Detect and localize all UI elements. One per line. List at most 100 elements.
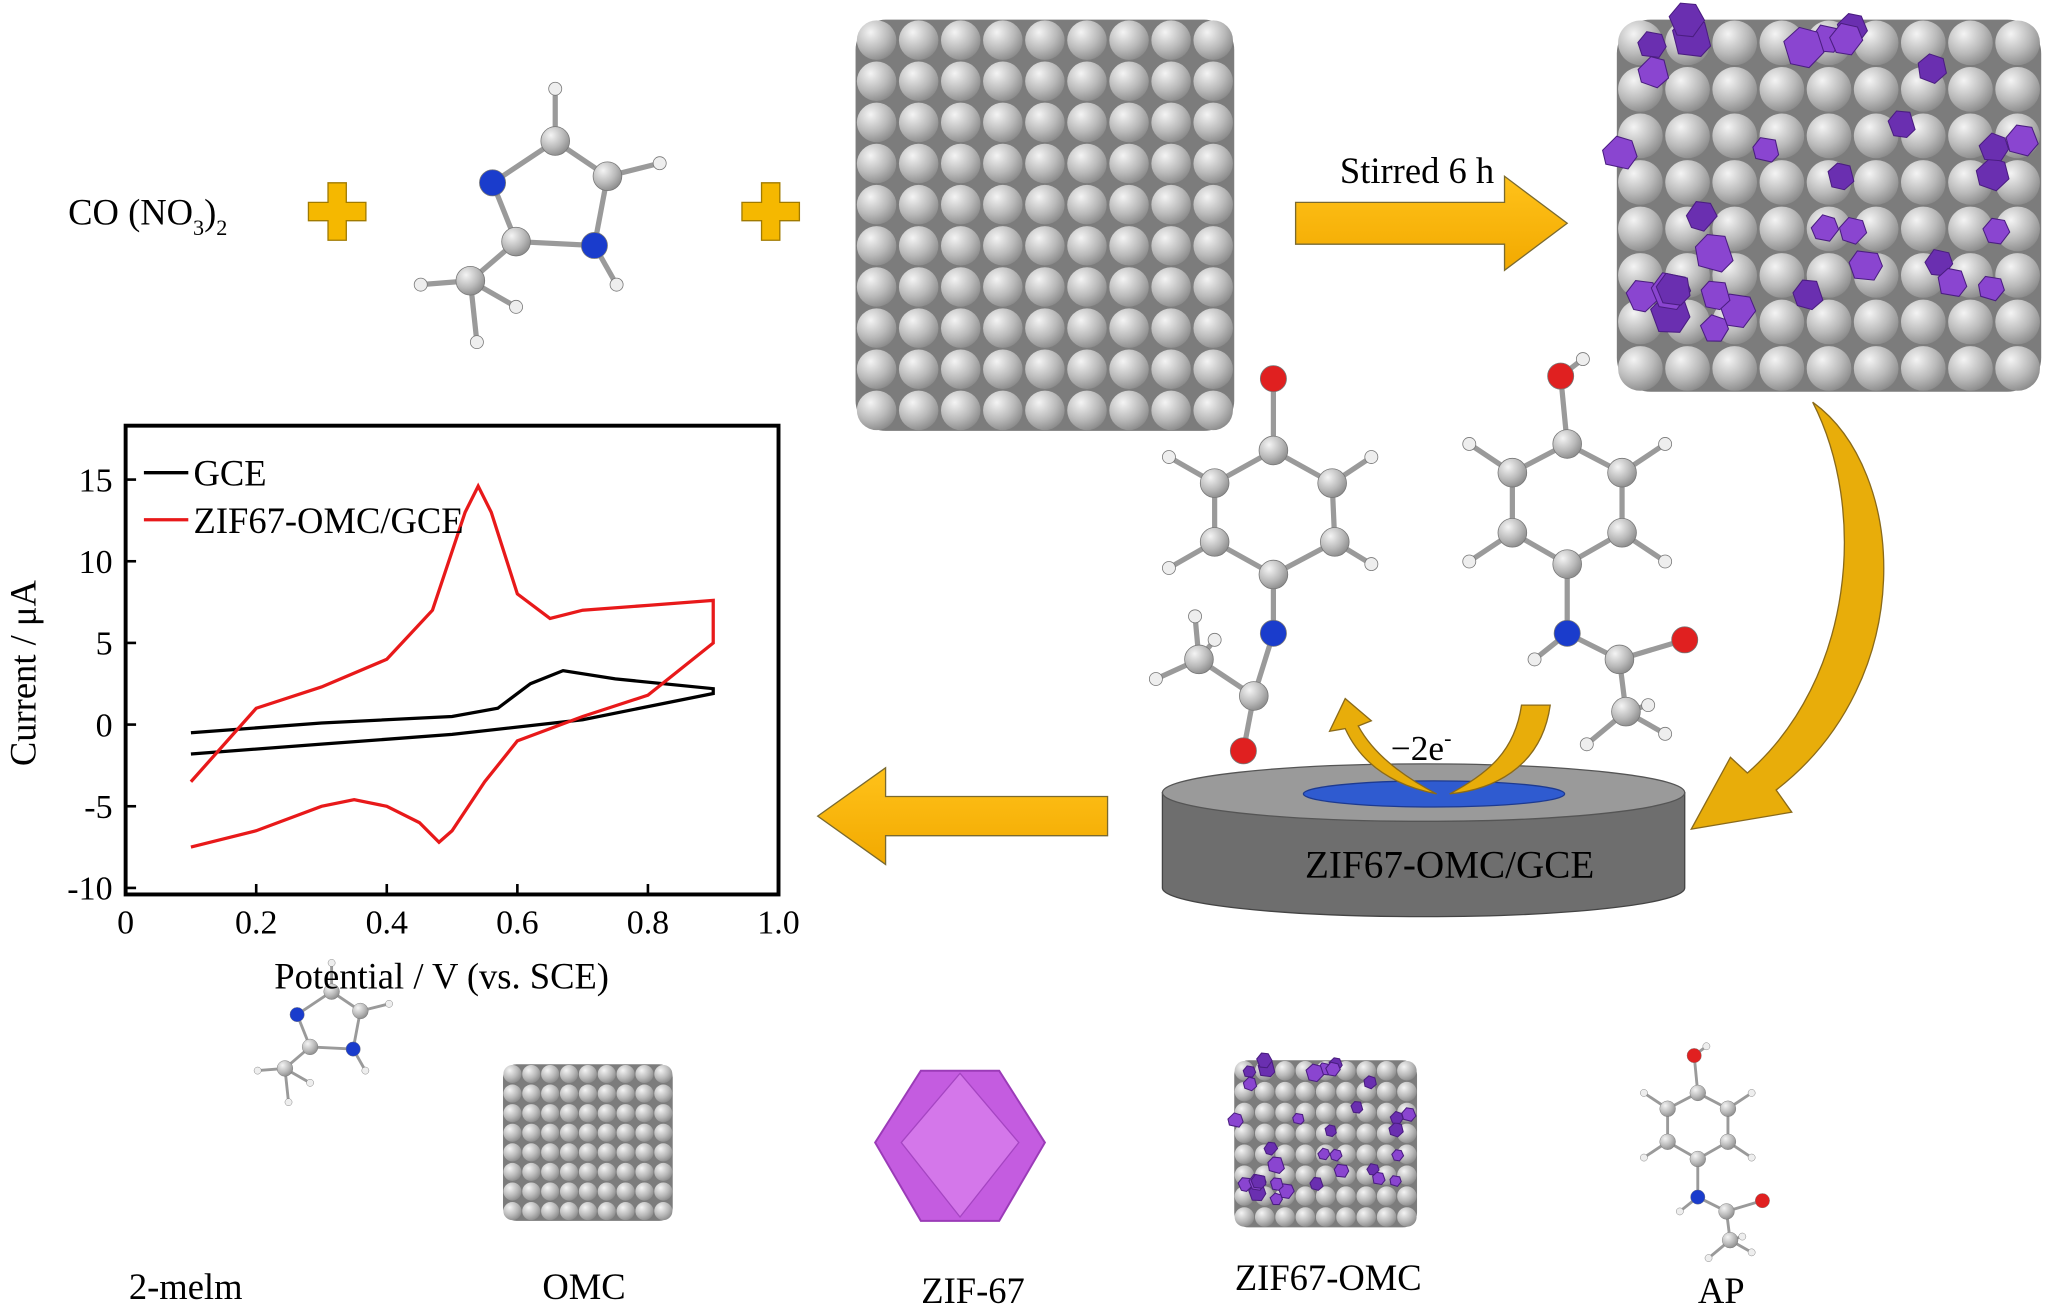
atom [1659,1100,1676,1117]
cv-curve [190,668,715,756]
sphere [1618,346,1663,391]
zif-crystal [1978,132,2010,162]
sphere [983,184,1023,225]
x-axis-label: Potential / V (vs. SCE) [274,955,609,996]
sphere [1275,1102,1295,1123]
sphere [597,1162,616,1181]
zif-crystal [1292,1112,1305,1125]
zif-crystal [1625,280,1660,313]
sphere [1397,1165,1417,1185]
sphere [654,1143,673,1162]
sphere [1376,1081,1397,1102]
legend-label: GCE [194,453,267,494]
sphere [1336,1207,1356,1227]
atom [1719,1100,1737,1117]
sphere [983,61,1023,102]
sphere [1067,184,1107,225]
sphere [654,1202,673,1221]
sphere [1067,61,1107,102]
sphere [1254,1102,1275,1123]
sphere [559,1182,579,1201]
sphere [597,1064,616,1084]
sphere [1948,299,1993,345]
electron-sup: - [1444,726,1451,751]
y-tick-label: -10 [67,871,112,908]
atom [1718,1203,1735,1220]
sphere [856,20,897,60]
atom [1497,518,1528,548]
sphere [1151,390,1191,431]
zif-crystal [1637,56,1670,89]
sphere [1948,67,1993,112]
sphere [940,349,981,389]
sphere [1806,67,1852,112]
y-axis-label: Current / μA [3,579,44,766]
sphere [1665,160,1710,205]
atom [323,983,340,1000]
sphere [1376,1144,1397,1165]
atom [1689,1150,1706,1168]
sphere [1067,267,1107,307]
sphere [635,1162,654,1181]
atom [1207,632,1222,647]
sphere [898,20,939,60]
sphere [1067,102,1107,143]
sphere [983,20,1023,60]
atom [301,1038,319,1056]
atom [1658,437,1673,451]
zif-crystal [1655,272,1691,306]
sphere [856,308,897,348]
sphere [616,1123,635,1142]
sphere [1151,349,1191,389]
sphere [1376,1207,1397,1227]
sphere [1109,226,1149,266]
sphere [1193,184,1233,225]
zif-crystal [1324,1124,1337,1138]
reagent-main: CO (NO [68,192,193,233]
sphere [654,1084,673,1103]
sphere [1025,20,1065,60]
sphere [597,1084,616,1103]
plot-frame [123,423,781,897]
atom [1547,362,1575,390]
arrow-oxidation-out [1328,697,1437,795]
zif-crystal [2005,124,2039,157]
sphere [1025,308,1065,348]
sphere [856,61,897,102]
reagent-close: ) [204,192,216,233]
legend-label: ZIF67-OMC/GCE [194,500,464,541]
sphere [940,184,981,225]
atom [652,156,667,171]
x-tick-label: 0 [117,905,134,942]
sphere [597,1123,616,1142]
sphere [522,1162,541,1181]
sphere [503,1123,522,1142]
atom [1719,1133,1737,1150]
sphere [1109,267,1149,307]
sphere [1295,1165,1316,1185]
zif-crystal [1887,110,1916,139]
sphere [856,102,897,143]
sphere [1995,346,2040,391]
sphere [1193,226,1233,266]
sphere [983,349,1023,389]
atom [1162,561,1176,575]
sphere [983,390,1023,431]
atom [1497,457,1528,488]
atom [1607,518,1637,548]
sphere [1900,160,1946,205]
zif-crystal [1752,137,1780,163]
sphere [522,1143,541,1162]
sphere [1853,299,1899,345]
atom [1611,696,1641,727]
sphere [1295,1123,1316,1144]
sphere [1275,1081,1295,1102]
atom [253,1066,262,1075]
sphere [1665,346,1710,391]
atom [1579,737,1594,752]
sphere [1151,184,1191,225]
sphere [503,1143,522,1162]
sphere [1109,349,1149,389]
zif-crystal [1783,26,1825,69]
